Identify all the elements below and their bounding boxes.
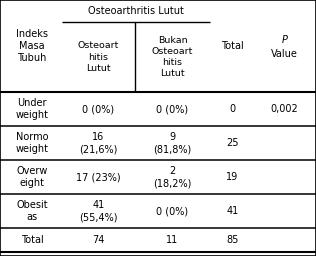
Text: Bukan
Osteoart
hitis
Lutut: Bukan Osteoart hitis Lutut <box>152 36 193 78</box>
Text: Value: Value <box>271 49 298 59</box>
Text: 0 (0%): 0 (0%) <box>156 104 189 114</box>
Text: 41: 41 <box>226 206 239 216</box>
Text: 85: 85 <box>226 235 239 245</box>
Text: Total: Total <box>221 41 244 51</box>
Text: Overw
eight: Overw eight <box>16 166 48 188</box>
Text: 0,002: 0,002 <box>270 104 298 114</box>
Text: Normo
weight: Normo weight <box>15 132 48 154</box>
Text: Indeks
Masa
Tubuh: Indeks Masa Tubuh <box>16 29 48 63</box>
Text: 16
(21,6%): 16 (21,6%) <box>79 132 118 154</box>
Text: Osteoart
hitis
Lutut: Osteoart hitis Lutut <box>78 41 119 73</box>
Text: 19: 19 <box>226 172 239 182</box>
Text: 11: 11 <box>167 235 179 245</box>
Text: 25: 25 <box>226 138 239 148</box>
Text: Under
weight: Under weight <box>15 98 48 120</box>
Text: Obesit
as: Obesit as <box>16 200 48 222</box>
Text: P: P <box>282 35 288 45</box>
Text: 9
(81,8%): 9 (81,8%) <box>153 132 191 154</box>
Text: 0: 0 <box>229 104 235 114</box>
Text: Osteoarthritis Lutut: Osteoarthritis Lutut <box>88 6 184 16</box>
Text: 17 (23%): 17 (23%) <box>76 172 121 182</box>
Text: Total: Total <box>21 235 43 245</box>
Text: 2
(18,2%): 2 (18,2%) <box>153 166 192 188</box>
Text: 41
(55,4%): 41 (55,4%) <box>79 200 118 222</box>
Text: 74: 74 <box>92 235 105 245</box>
Text: 0 (0%): 0 (0%) <box>156 206 189 216</box>
Text: 0 (0%): 0 (0%) <box>82 104 115 114</box>
